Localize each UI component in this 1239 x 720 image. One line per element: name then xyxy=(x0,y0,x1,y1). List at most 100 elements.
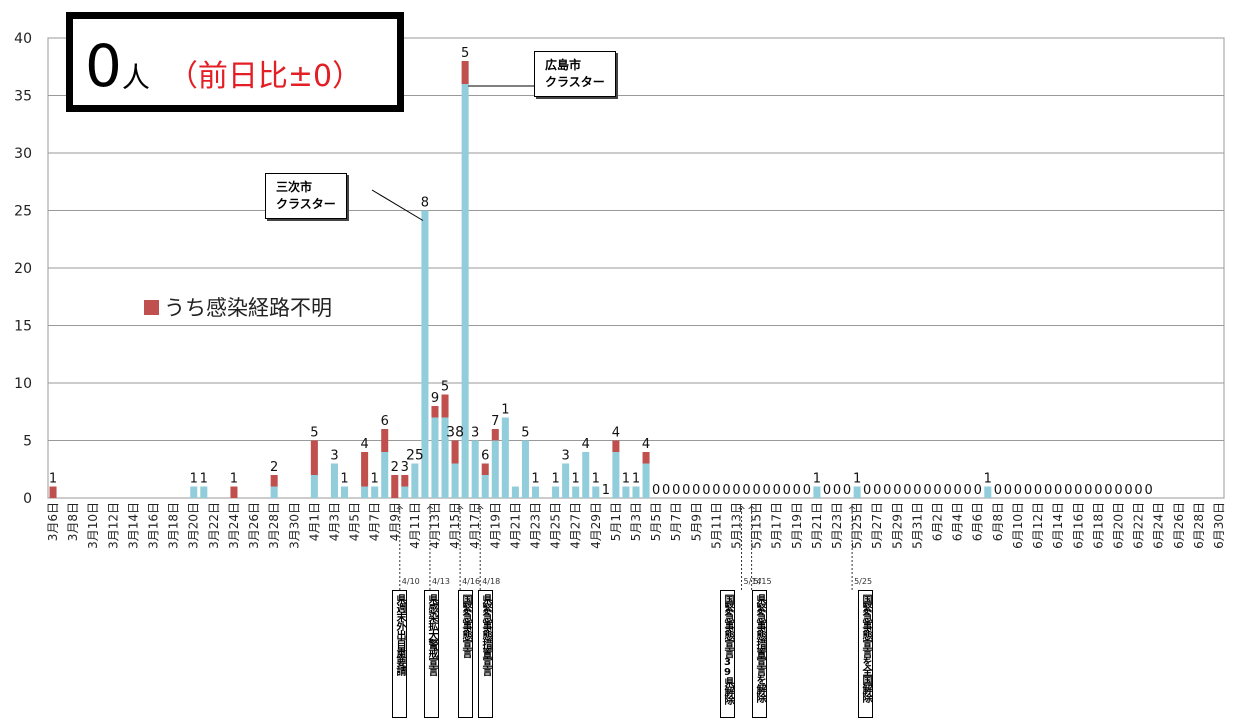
x-tick-label: 6月24日 xyxy=(1152,502,1166,549)
data-label: 0 xyxy=(742,483,750,498)
bar-total xyxy=(431,417,439,498)
x-tick-label: 6月18日 xyxy=(1091,502,1105,549)
x-tick-label: 4月13日 xyxy=(428,502,442,549)
bar-total xyxy=(451,463,459,498)
x-tick-label: 3月10日 xyxy=(86,502,100,549)
x-tick-label: 6月8日 xyxy=(991,502,1005,541)
bar-unknown xyxy=(391,475,399,498)
data-label: 0 xyxy=(893,483,901,498)
data-label: 0 xyxy=(722,483,730,498)
today-count: 0 xyxy=(85,32,122,100)
event-caret: ^ xyxy=(395,504,404,517)
x-tick-label: 6月28日 xyxy=(1192,502,1206,549)
x-tick-label: 5月7日 xyxy=(669,502,683,541)
legend: うち感染経路不明 xyxy=(144,292,332,322)
x-tick-label: 6月20日 xyxy=(1111,502,1125,549)
bar-unknown xyxy=(49,486,57,498)
x-axis: 3月6日 3月8日 3月10日 3月12日 3月14日 3月16日 3月18日 3月20日 3月… xyxy=(46,502,1226,549)
x-tick-label: 4月29日 xyxy=(589,502,603,549)
data-label: 3 xyxy=(471,426,479,441)
data-label: 0 xyxy=(672,483,680,498)
x-tick-label: 3月26日 xyxy=(247,502,261,549)
x-tick-label: 4月21日 xyxy=(508,502,522,549)
data-label: 0 xyxy=(1094,483,1102,498)
event-box: 県緊急事態措置宣言を解除 xyxy=(752,590,767,718)
x-tick-label: 4月19日 xyxy=(488,502,502,549)
data-label: 1 xyxy=(572,472,580,487)
bar-unknown xyxy=(401,475,409,487)
data-label: 0 xyxy=(964,483,972,498)
bar-total xyxy=(582,452,590,498)
y-tick-label: 25 xyxy=(14,204,32,220)
bar-unknown xyxy=(441,394,449,418)
y-tick-label: 10 xyxy=(14,376,32,392)
event-box: 県週末外出自粛要請 xyxy=(392,590,407,718)
data-label: 0 xyxy=(712,483,720,498)
event-date: 4/13 xyxy=(431,577,450,586)
event-caret: ^ xyxy=(476,504,485,517)
x-tick-label: 3月8日 xyxy=(66,502,80,541)
bar-total xyxy=(461,84,469,498)
data-label: 0 xyxy=(652,483,660,498)
event-box: 県感染拡大警戒宣言 xyxy=(424,590,439,718)
leader-miyoshi xyxy=(371,189,424,221)
data-label: 1 xyxy=(813,472,821,487)
data-label: 2 xyxy=(270,460,278,475)
y-tick-label: 15 xyxy=(14,319,32,335)
bar-total xyxy=(381,452,389,498)
event-date: 5/25 xyxy=(854,577,873,586)
data-label: 4 xyxy=(642,437,650,452)
x-tick-label: 4月17日 xyxy=(468,502,482,549)
event-date: 5/15 xyxy=(753,577,772,586)
data-label: 0 xyxy=(1064,483,1072,498)
bar-total xyxy=(340,486,349,498)
data-label: 1 xyxy=(853,472,861,487)
bar-unknown xyxy=(270,475,278,487)
data-label: 0 xyxy=(1034,483,1042,498)
event-caret: ^ xyxy=(747,504,756,517)
data-label: 3 xyxy=(401,460,409,475)
event-caret: ^ xyxy=(425,504,434,517)
y-tick-label: 30 xyxy=(14,146,32,162)
bar-unknown xyxy=(230,486,238,498)
bar-unknown xyxy=(491,429,499,441)
y-tick-label: 40 xyxy=(14,31,32,47)
data-label: 38 xyxy=(446,425,464,441)
data-label: 4 xyxy=(360,437,368,452)
x-tick-label: 3月30日 xyxy=(287,502,301,549)
data-label: 0 xyxy=(913,483,921,498)
x-tick-label: 5月13日 xyxy=(730,502,744,549)
data-label: 7 xyxy=(491,414,499,429)
data-label: 0 xyxy=(1044,483,1052,498)
data-label: 1 xyxy=(602,483,610,498)
x-tick-label: 5月25日 xyxy=(850,502,864,549)
data-label: 0 xyxy=(763,483,771,498)
data-label: 1 xyxy=(340,472,348,487)
bar-total xyxy=(401,486,409,498)
data-label: 4 xyxy=(612,426,620,441)
data-label: 4 xyxy=(582,437,590,452)
bar-unknown xyxy=(310,440,318,475)
data-label: 0 xyxy=(773,483,781,498)
x-tick-label: 6月30日 xyxy=(1212,502,1226,549)
x-tick-label: 6月12日 xyxy=(1031,502,1045,549)
bar-total xyxy=(521,440,529,498)
data-label: 0 xyxy=(803,483,811,498)
x-tick-label: 6月14日 xyxy=(1051,502,1065,549)
x-tick-label: 3月22日 xyxy=(207,502,221,549)
bar-total xyxy=(421,210,429,498)
bar-total xyxy=(501,417,509,498)
x-tick-label: 4月5日 xyxy=(348,502,362,541)
data-label: 1 xyxy=(230,472,238,487)
x-tick-label: 3月6日 xyxy=(46,502,60,541)
data-label: 5 xyxy=(461,46,469,61)
data-label: 0 xyxy=(1134,483,1142,498)
data-label: 1 xyxy=(49,472,57,487)
data-label: 1 xyxy=(200,472,208,487)
bar-unknown xyxy=(381,429,389,452)
data-label: 1 xyxy=(632,472,640,487)
x-tick-label: 5月31日 xyxy=(910,502,924,549)
x-tick-label: 4月9日 xyxy=(388,502,402,541)
